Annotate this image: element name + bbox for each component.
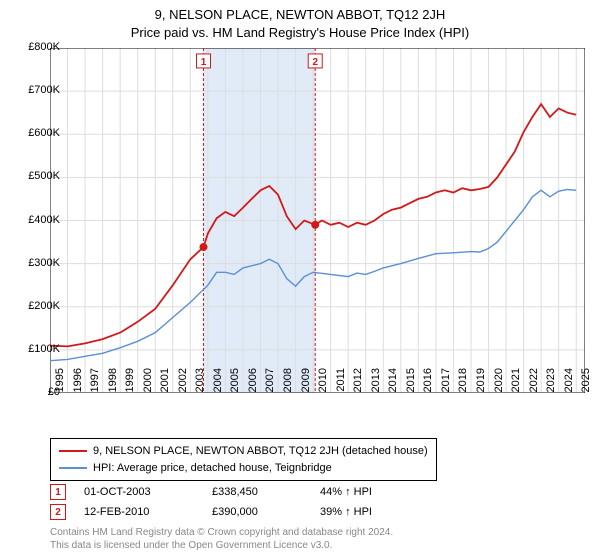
x-tick-label: 2000 bbox=[142, 368, 154, 398]
chart-title: 9, NELSON PLACE, NEWTON ABBOT, TQ12 2JH … bbox=[0, 0, 600, 42]
sale-date: 01-OCT-2003 bbox=[84, 486, 194, 498]
x-tick-label: 2016 bbox=[422, 368, 434, 398]
footer-attribution: Contains HM Land Registry data © Crown c… bbox=[50, 526, 393, 552]
legend-box: 9, NELSON PLACE, NEWTON ABBOT, TQ12 2JH … bbox=[50, 438, 437, 481]
footer-line-2: This data is licensed under the Open Gov… bbox=[50, 539, 393, 552]
x-tick-label: 2001 bbox=[159, 368, 171, 398]
x-tick-label: 2024 bbox=[563, 368, 575, 398]
y-tick-label: £800K bbox=[10, 41, 60, 53]
legend-item: HPI: Average price, detached house, Teig… bbox=[59, 460, 428, 477]
x-tick-label: 1996 bbox=[72, 368, 84, 398]
sale-row: 2 12-FEB-2010 £390,000 39% ↑ HPI bbox=[50, 502, 372, 522]
x-tick-label: 2014 bbox=[387, 368, 399, 398]
title-line-1: 9, NELSON PLACE, NEWTON ABBOT, TQ12 2JH bbox=[0, 6, 600, 24]
y-tick-label: £500K bbox=[10, 170, 60, 182]
legend-label: HPI: Average price, detached house, Teig… bbox=[93, 460, 332, 477]
y-tick-label: £300K bbox=[10, 257, 60, 269]
x-tick-label: 1999 bbox=[124, 368, 136, 398]
sale-price: £338,450 bbox=[212, 486, 302, 498]
legend-swatch bbox=[59, 450, 87, 452]
y-tick-label: £600K bbox=[10, 127, 60, 139]
x-tick-label: 2018 bbox=[457, 368, 469, 398]
x-tick-label: 2025 bbox=[580, 368, 592, 398]
svg-text:2: 2 bbox=[312, 57, 318, 68]
x-tick-label: 2020 bbox=[493, 368, 505, 398]
x-tick-label: 2021 bbox=[510, 368, 522, 398]
x-tick-label: 2017 bbox=[440, 368, 452, 398]
title-line-2: Price paid vs. HM Land Registry's House … bbox=[0, 24, 600, 42]
sales-table: 1 01-OCT-2003 £338,450 44% ↑ HPI 2 12-FEB-201… bbox=[50, 482, 372, 522]
x-tick-label: 2004 bbox=[212, 368, 224, 398]
x-tick-label: 2012 bbox=[352, 368, 364, 398]
x-tick-label: 2003 bbox=[194, 368, 206, 398]
x-tick-label: 2023 bbox=[545, 368, 557, 398]
x-tick-label: 2008 bbox=[282, 368, 294, 398]
legend-swatch bbox=[59, 467, 87, 469]
chart-area: 12 bbox=[50, 48, 585, 393]
sale-pct: 44% ↑ HPI bbox=[320, 486, 372, 498]
x-tick-label: 2007 bbox=[264, 368, 276, 398]
x-tick-label: 2009 bbox=[300, 368, 312, 398]
x-tick-label: 1998 bbox=[107, 368, 119, 398]
x-tick-label: 2006 bbox=[247, 368, 259, 398]
x-tick-label: 2013 bbox=[370, 368, 382, 398]
x-tick-label: 2005 bbox=[229, 368, 241, 398]
sale-badge: 2 bbox=[50, 504, 66, 520]
legend-label: 9, NELSON PLACE, NEWTON ABBOT, TQ12 2JH … bbox=[93, 443, 428, 460]
svg-text:1: 1 bbox=[201, 57, 207, 68]
x-tick-label: 2011 bbox=[335, 368, 347, 398]
x-tick-label: 1995 bbox=[54, 368, 66, 398]
sale-date: 12-FEB-2010 bbox=[84, 506, 194, 518]
sale-price: £390,000 bbox=[212, 506, 302, 518]
x-tick-label: 2002 bbox=[177, 368, 189, 398]
y-tick-label: £700K bbox=[10, 84, 60, 96]
x-tick-label: 2015 bbox=[405, 368, 417, 398]
x-tick-label: 1997 bbox=[89, 368, 101, 398]
y-tick-label: £100K bbox=[10, 343, 60, 355]
chart-svg: 12 bbox=[50, 48, 585, 393]
sale-badge: 1 bbox=[50, 484, 66, 500]
chart-container: 9, NELSON PLACE, NEWTON ABBOT, TQ12 2JH … bbox=[0, 0, 600, 560]
x-tick-label: 2010 bbox=[317, 368, 329, 398]
x-tick-label: 2019 bbox=[475, 368, 487, 398]
sale-row: 1 01-OCT-2003 £338,450 44% ↑ HPI bbox=[50, 482, 372, 502]
y-tick-label: £0 bbox=[10, 386, 60, 398]
legend-item: 9, NELSON PLACE, NEWTON ABBOT, TQ12 2JH … bbox=[59, 443, 428, 460]
footer-line-1: Contains HM Land Registry data © Crown c… bbox=[50, 526, 393, 539]
sale-pct: 39% ↑ HPI bbox=[320, 506, 372, 518]
y-tick-label: £200K bbox=[10, 300, 60, 312]
y-tick-label: £400K bbox=[10, 214, 60, 226]
x-tick-label: 2022 bbox=[528, 368, 540, 398]
